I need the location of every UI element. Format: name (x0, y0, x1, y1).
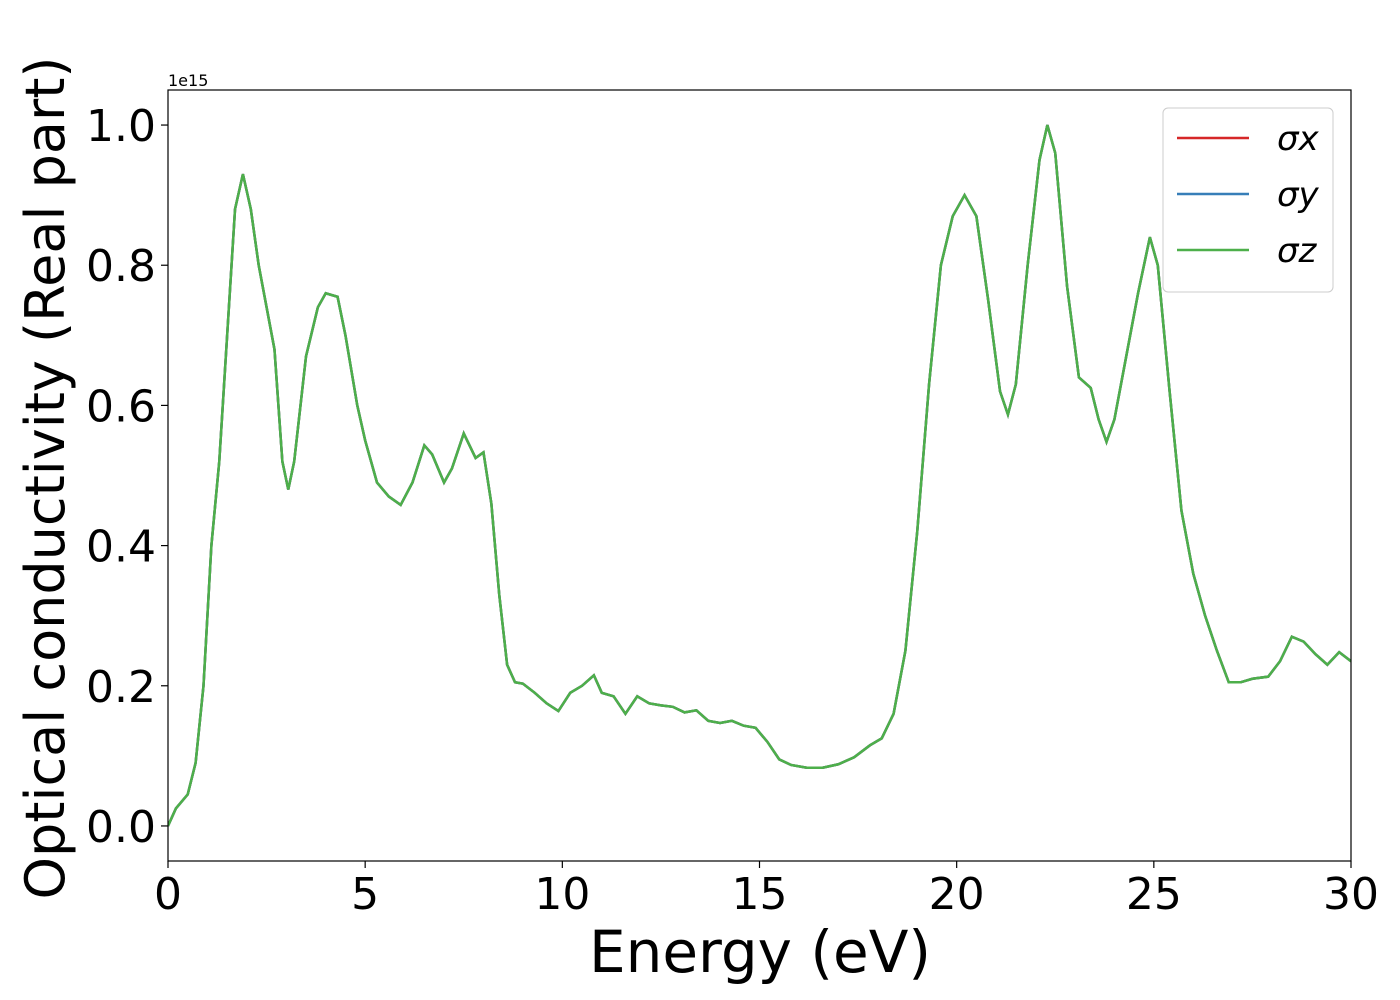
series-line (168, 124, 1351, 827)
legend-box (1162, 107, 1334, 293)
legend-label: σy (1277, 175, 1320, 215)
x-tick-label: 20 (929, 869, 985, 920)
plot-frame (167, 89, 1352, 862)
x-tick-label: 15 (732, 869, 788, 920)
y-tick-label: 0.4 (86, 522, 156, 573)
x-tick-label: 25 (1126, 869, 1182, 920)
y-axis-label: Optical conductivity (Real part) (14, 57, 77, 900)
y-tick-label: 0.8 (86, 241, 156, 292)
y-tick-label: 0.6 (86, 381, 156, 432)
y-tick-label: 0.2 (86, 662, 156, 713)
x-tick-label: 30 (1323, 869, 1379, 920)
x-tick-label: 10 (534, 869, 590, 920)
y-tick-label: 0.0 (86, 802, 156, 853)
legend-label: σz (1277, 231, 1318, 271)
x-tick-label: 0 (154, 869, 182, 920)
legend-label: σx (1277, 119, 1320, 159)
y-tick-label: 1.0 (86, 101, 156, 152)
offset-label: 1e15 (168, 71, 208, 90)
x-axis-label: Energy (eV) (589, 918, 931, 986)
x-tick-label: 5 (351, 869, 379, 920)
